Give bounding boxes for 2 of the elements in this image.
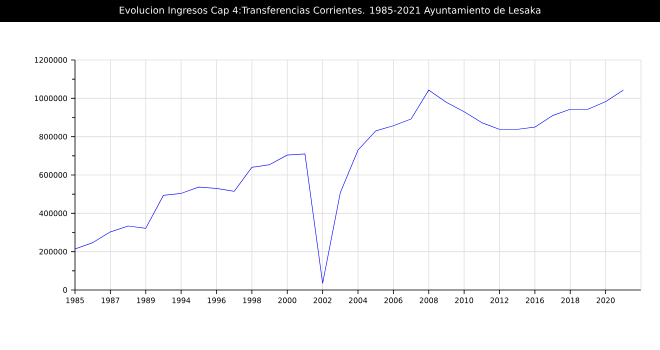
chart-title: Evolucion Ingresos Cap 4:Transferencias Corrientes. 1985-2021 Ayuntamiento de Lesaka	[120, 6, 540, 16]
line-series	[75, 90, 624, 284]
